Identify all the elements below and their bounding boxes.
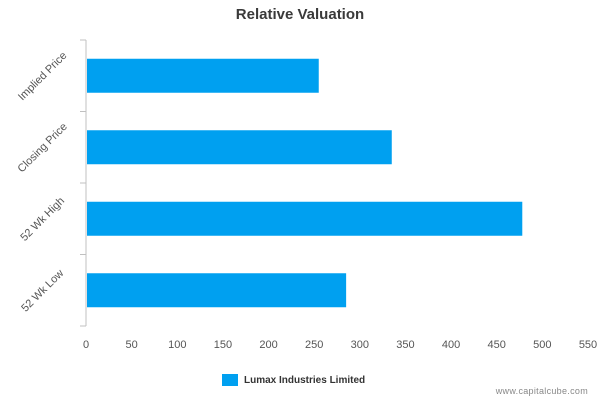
y-tick-label: 52 Wk Low <box>19 267 66 314</box>
x-tick-label: 100 <box>168 339 186 351</box>
x-tick-label: 400 <box>442 339 460 351</box>
chart-title: Relative Valuation <box>235 6 365 23</box>
x-tick-label: 150 <box>214 339 232 351</box>
y-tick-label: Implied Price <box>16 50 69 103</box>
legend-swatch <box>222 374 238 386</box>
bar-52-wk-low <box>87 273 347 308</box>
bar-closing-price <box>87 130 392 165</box>
x-tick-label: 550 <box>579 339 597 351</box>
bar-implied-price <box>87 58 319 93</box>
legend-label: Lumax Industries Limited <box>244 374 366 386</box>
x-tick-label: 300 <box>351 339 369 351</box>
x-tick-label: 250 <box>305 339 323 351</box>
y-tick-label: 52 Wk High <box>18 195 67 244</box>
x-tick-label: 50 <box>126 339 138 351</box>
y-tick-label: Closing Price <box>16 121 70 175</box>
x-tick-label: 0 <box>83 339 89 351</box>
watermark: www.capitalcube.com <box>495 386 588 396</box>
x-tick-label: 350 <box>396 339 414 351</box>
legend: Lumax Industries Limited <box>222 372 365 388</box>
bar-52-wk-high <box>87 201 523 236</box>
x-tick-label: 450 <box>488 339 506 351</box>
x-tick-label: 500 <box>533 339 551 351</box>
x-tick-label: 200 <box>259 339 277 351</box>
